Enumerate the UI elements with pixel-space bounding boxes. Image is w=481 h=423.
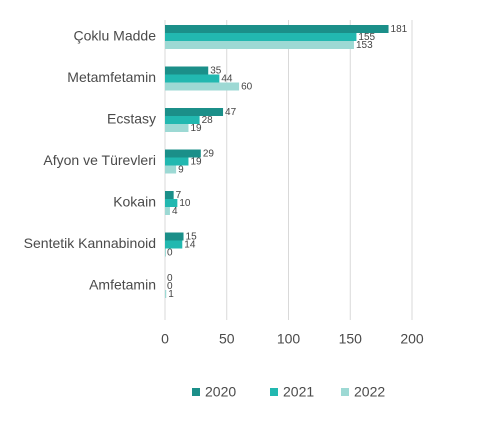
bar <box>165 240 183 249</box>
category-label: Metamfetamin <box>67 69 156 85</box>
data-label: 19 <box>190 157 202 168</box>
category-label: Sentetik Kannabinoid <box>24 235 156 251</box>
data-label: 9 <box>178 165 184 176</box>
data-label: 29 <box>203 149 215 160</box>
x-tick-labels: 0 50 100 150 200 <box>161 331 424 347</box>
x-tick-label: 200 <box>400 331 424 347</box>
bar <box>165 82 240 91</box>
bar <box>165 191 174 199</box>
x-tick-label: 100 <box>277 331 301 347</box>
bar <box>165 232 184 241</box>
bar <box>165 74 220 83</box>
category-label: Çoklu Madde <box>74 28 157 44</box>
bar <box>165 290 167 298</box>
x-tick-label: 50 <box>219 331 235 347</box>
data-label: 10 <box>179 198 191 209</box>
legend: 2020 2021 2022 <box>192 384 385 400</box>
bar <box>165 116 200 124</box>
category-label: Ecstasy <box>107 111 156 127</box>
bar <box>165 165 177 174</box>
data-label: 35 <box>210 66 222 77</box>
legend-label: 2021 <box>283 384 314 400</box>
bar <box>165 33 357 41</box>
category-label: Afyon ve Türevleri <box>43 152 156 168</box>
bar <box>165 66 209 75</box>
data-label: 153 <box>356 40 373 51</box>
bar <box>165 124 189 132</box>
bar <box>165 108 224 116</box>
grid-lines <box>164 20 413 320</box>
data-label: 14 <box>184 240 196 251</box>
legend-label: 2022 <box>354 384 385 400</box>
data-label: 181 <box>391 24 408 35</box>
x-tick-label: 150 <box>339 331 363 347</box>
bar <box>165 25 389 33</box>
data-label: 4 <box>172 206 178 217</box>
data-label: 7 <box>176 190 182 201</box>
legend-swatch <box>270 388 278 396</box>
data-label: 60 <box>241 82 253 93</box>
bar <box>165 149 201 158</box>
data-label: 0 <box>167 273 173 284</box>
x-tick-label: 0 <box>161 331 169 347</box>
data-label: 1 <box>168 289 174 300</box>
bar <box>165 207 170 215</box>
bar <box>165 248 166 257</box>
category-label: Kokain <box>113 194 156 210</box>
legend-swatch <box>341 388 349 396</box>
legend-label: 2020 <box>205 384 236 400</box>
data-label: 47 <box>225 107 237 118</box>
bar <box>165 199 178 207</box>
bar <box>165 41 354 49</box>
data-label: 19 <box>190 123 202 134</box>
data-label: 155 <box>358 32 375 43</box>
data-label: 28 <box>202 115 214 126</box>
data-label: 0 <box>167 281 173 292</box>
category-labels: Çoklu Madde Metamfetamin Ecstasy Afyon ve T… <box>24 28 157 293</box>
data-label: 44 <box>221 74 233 85</box>
data-label: 15 <box>186 232 198 243</box>
bar <box>165 157 189 166</box>
data-label: 0 <box>167 248 173 259</box>
legend-swatch <box>192 388 200 396</box>
category-label: Amfetamin <box>89 277 156 293</box>
